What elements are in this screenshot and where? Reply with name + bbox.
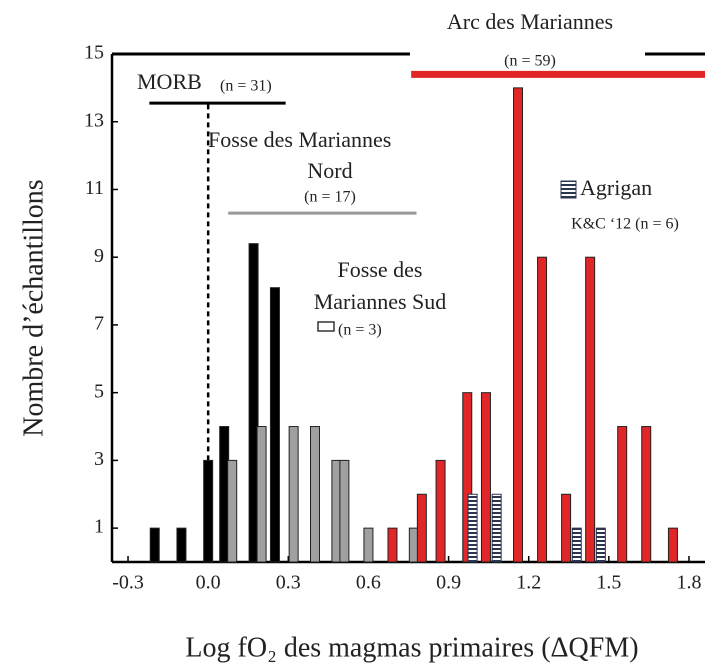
annotation: (n = 31) (220, 78, 272, 95)
annotation: Arc des Mariannes (447, 9, 613, 34)
annotation: (n = 3) (338, 322, 382, 339)
bar (387, 527, 398, 563)
x-tick-label: -0.3 (112, 572, 144, 594)
bar (513, 87, 524, 563)
bar (288, 426, 299, 563)
x-tick-label: 1.2 (516, 572, 541, 594)
bar (248, 243, 259, 563)
bar (667, 527, 678, 563)
annotation: K&C ‘12 (n = 6) (571, 216, 679, 233)
y-tick-label: 15 (84, 42, 104, 64)
bar (310, 426, 321, 563)
annotation: Mariannes Sud (314, 289, 447, 314)
y-tick-label: 11 (85, 177, 104, 199)
legend-swatch (317, 321, 335, 332)
y-tick-label: 5 (94, 380, 104, 402)
y-axis-label: Nombre d’échantillons (18, 179, 49, 436)
y-tick-label: 3 (94, 448, 104, 470)
bar (256, 426, 267, 563)
bar (363, 527, 374, 563)
annotation: Agrigan (580, 175, 652, 200)
bar (641, 426, 652, 563)
annotation: (n = 59) (504, 53, 556, 70)
bar (203, 459, 214, 563)
bar (227, 459, 238, 563)
bar (595, 527, 606, 563)
x-tick-label: 0.3 (276, 572, 301, 594)
y-tick-label: 7 (94, 313, 104, 335)
bar (149, 527, 160, 563)
annotation: MORB (137, 69, 202, 94)
bar (462, 392, 473, 563)
bar (269, 287, 280, 563)
bar (435, 459, 446, 563)
legend-swatch (560, 180, 577, 199)
x-tick-label: 0.6 (356, 572, 381, 594)
annotation: (n = 17) (304, 189, 356, 206)
x-tick-label: 1.5 (596, 572, 621, 594)
bar (480, 392, 491, 563)
x-tick-label: 0.0 (196, 572, 221, 594)
y-tick-label: 9 (94, 245, 104, 267)
bar (416, 493, 427, 563)
bar (176, 527, 187, 563)
bar (467, 493, 478, 563)
bar (617, 426, 628, 563)
x-tick-label: 1.8 (676, 572, 701, 594)
y-tick-label: 13 (84, 109, 104, 131)
x-tick-label: 0.9 (436, 572, 461, 594)
bar (491, 493, 502, 563)
bar (571, 527, 582, 563)
x-axis-label: Log fO₂ des magmas primaires (ΔQFM) (185, 632, 638, 663)
annotation: Fosse des Mariannes (208, 127, 391, 152)
annotation: Fosse des (338, 257, 423, 282)
bar (585, 256, 596, 563)
bar (339, 459, 350, 563)
y-tick-label: 1 (94, 516, 104, 538)
annotation: Nord (307, 158, 352, 183)
bar (561, 493, 572, 563)
bar (537, 256, 548, 563)
